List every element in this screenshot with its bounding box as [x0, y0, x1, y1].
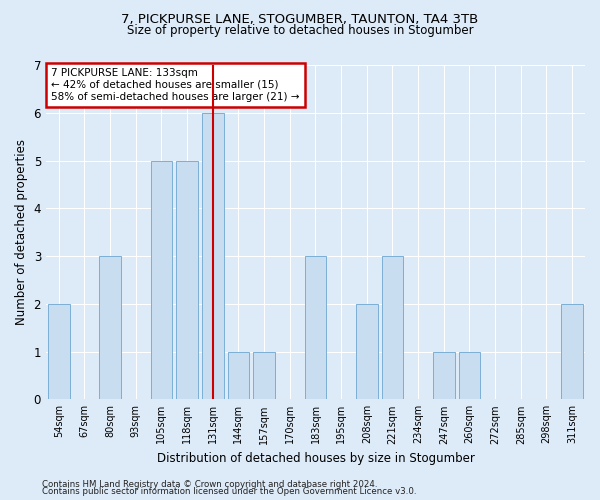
Bar [48, 304, 70, 400]
Y-axis label: Number of detached properties: Number of detached properties [15, 139, 28, 325]
Bar [458, 352, 481, 400]
Bar [561, 304, 583, 400]
Bar [176, 160, 198, 400]
Bar [305, 256, 326, 400]
Text: Contains HM Land Registry data © Crown copyright and database right 2024.: Contains HM Land Registry data © Crown c… [42, 480, 377, 489]
Bar [227, 352, 250, 400]
Text: Size of property relative to detached houses in Stogumber: Size of property relative to detached ho… [127, 24, 473, 37]
Text: Contains public sector information licensed under the Open Government Licence v3: Contains public sector information licen… [42, 488, 416, 496]
Bar [99, 256, 121, 400]
Text: 7 PICKPURSE LANE: 133sqm
← 42% of detached houses are smaller (15)
58% of semi-d: 7 PICKPURSE LANE: 133sqm ← 42% of detach… [52, 68, 300, 102]
Bar [433, 352, 455, 400]
Text: 7, PICKPURSE LANE, STOGUMBER, TAUNTON, TA4 3TB: 7, PICKPURSE LANE, STOGUMBER, TAUNTON, T… [121, 12, 479, 26]
X-axis label: Distribution of detached houses by size in Stogumber: Distribution of detached houses by size … [157, 452, 475, 465]
Bar [151, 160, 172, 400]
Bar [356, 304, 378, 400]
Bar [382, 256, 403, 400]
Bar [202, 113, 224, 400]
Bar [253, 352, 275, 400]
